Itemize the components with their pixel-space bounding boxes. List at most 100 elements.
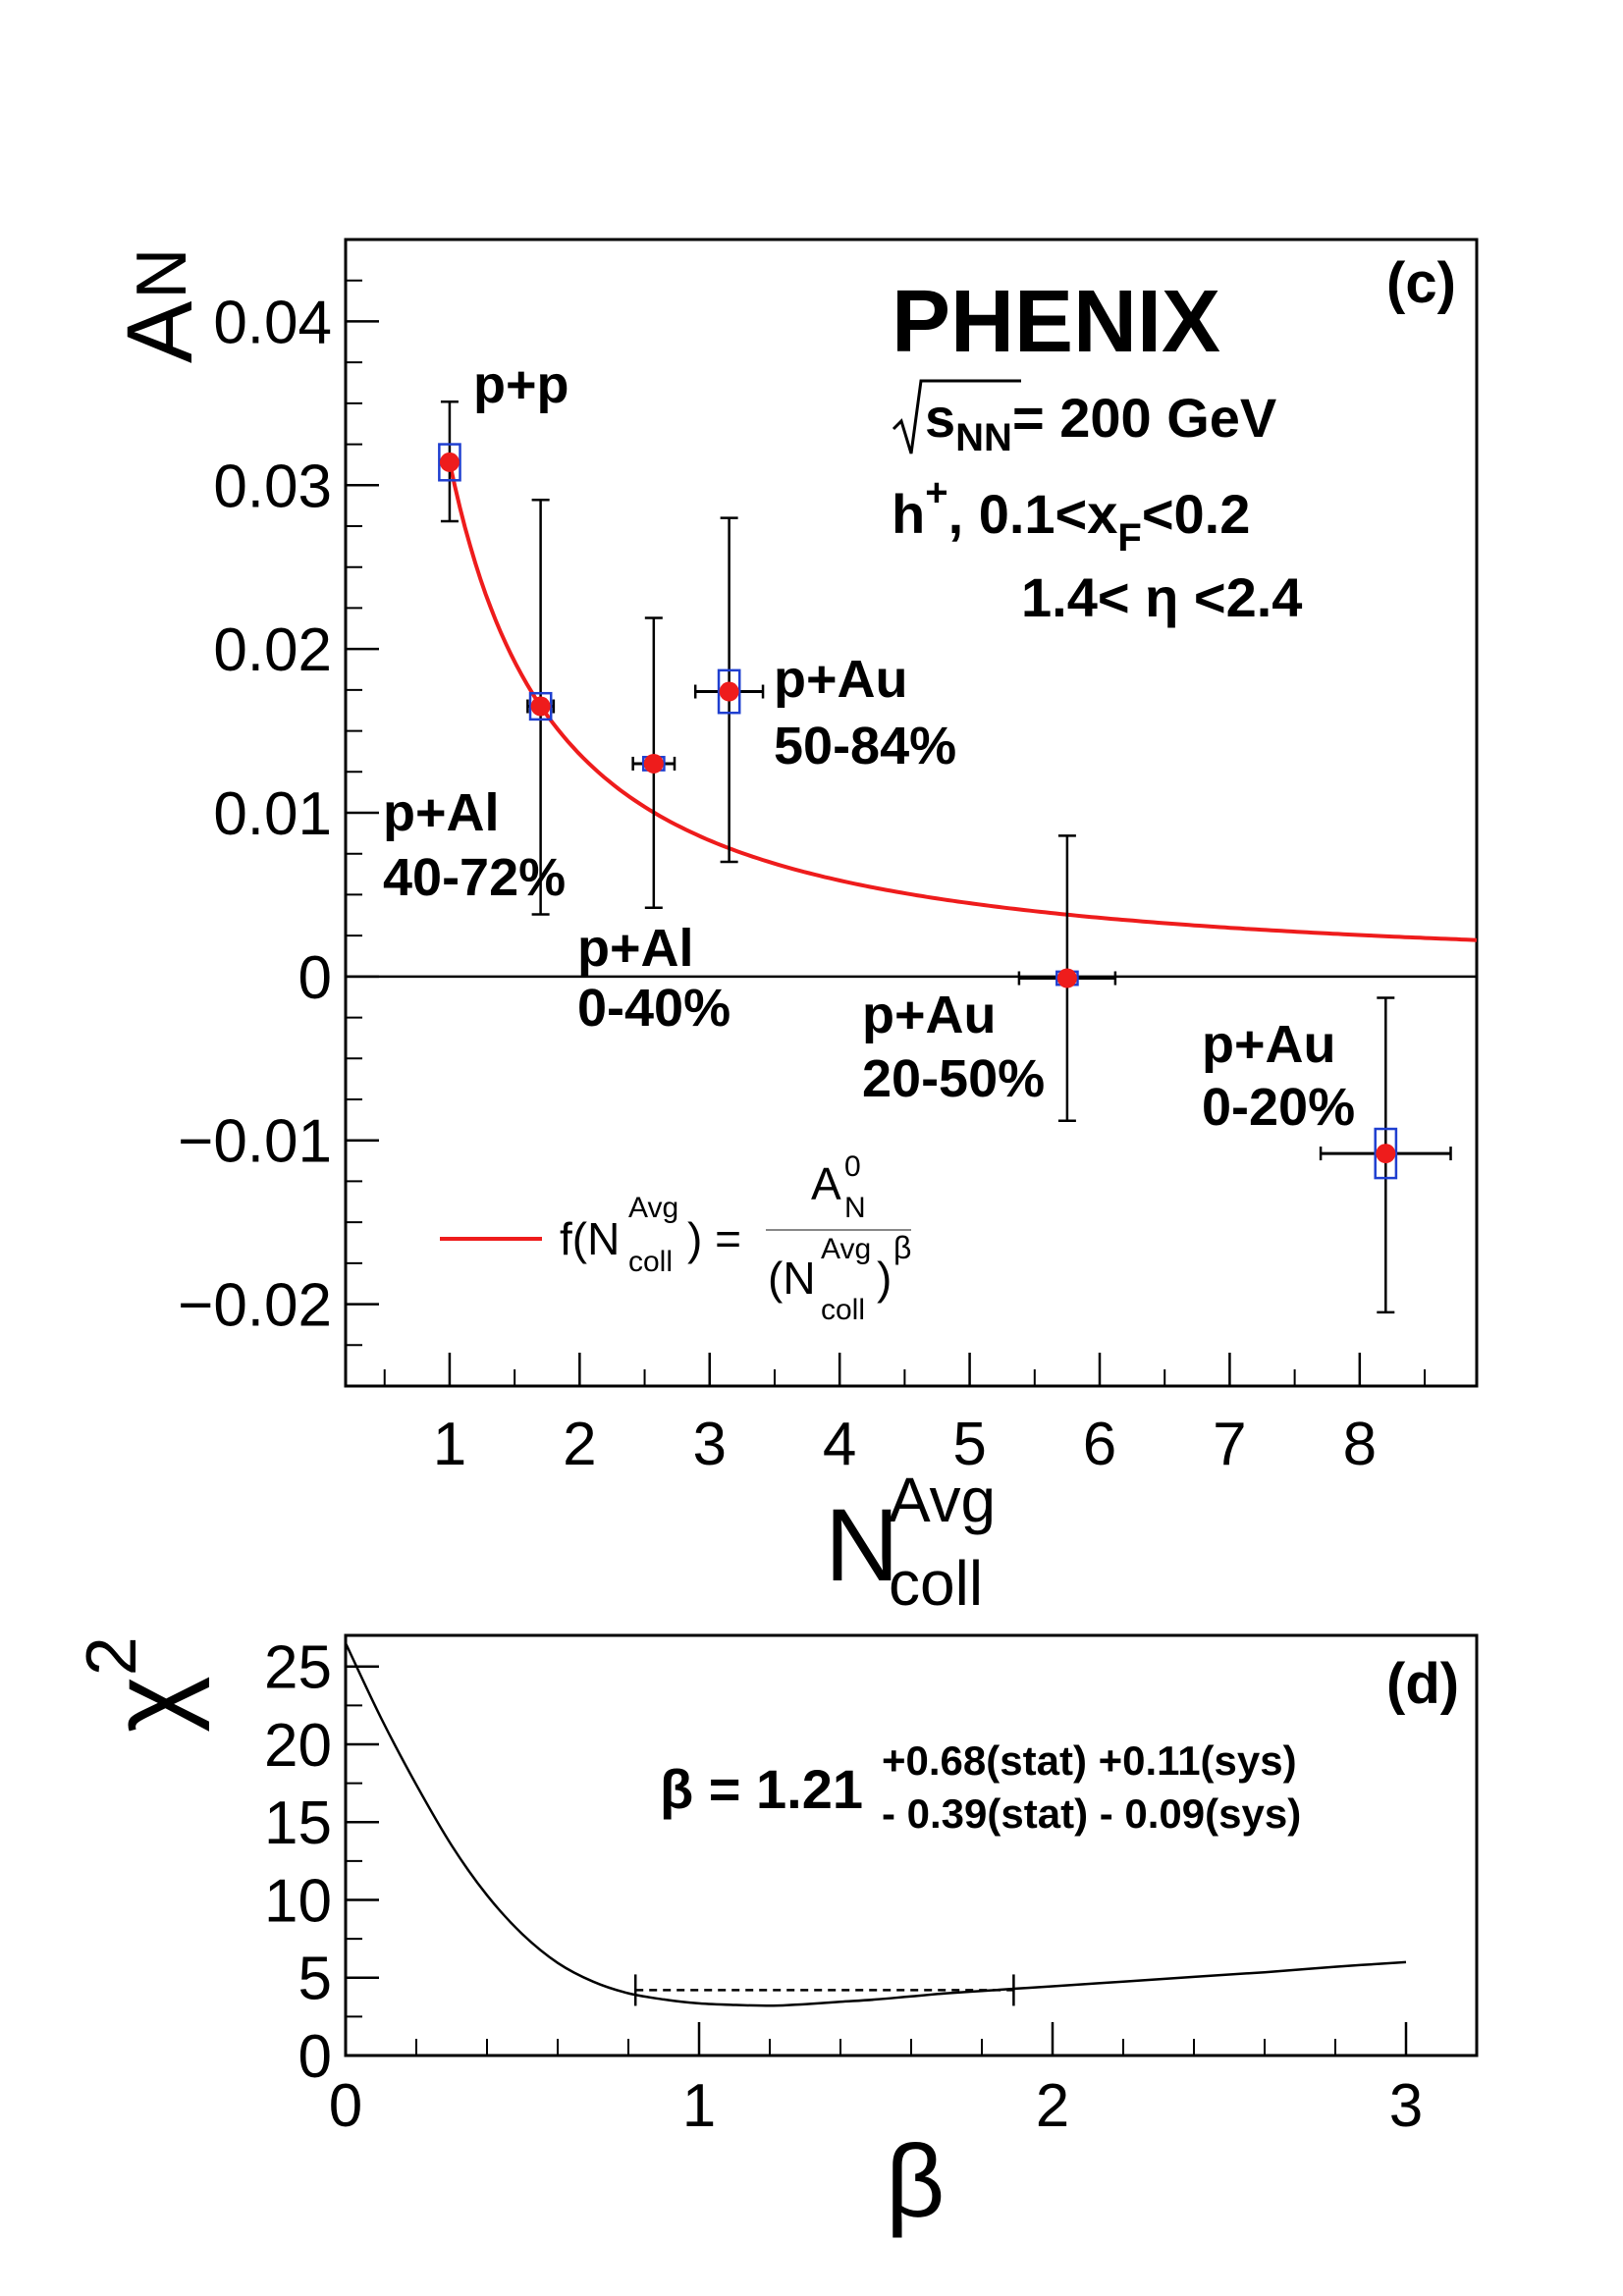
d-y-title-main: χ <box>89 1676 210 1733</box>
panel-c-ticks <box>346 239 1427 1387</box>
d-y-tick-label: 10 <box>264 1867 332 1935</box>
d-x-tick-labels: 0 1 2 3 <box>329 2072 1423 2140</box>
y-tick-label: 0.04 <box>213 289 332 356</box>
particle-label: h+, 0.1<xF<0.2 <box>892 471 1250 560</box>
x-tick-label: 3 <box>693 1411 727 1478</box>
x-tick-label: 5 <box>952 1411 986 1478</box>
y-axis-title-sub: N <box>123 248 201 299</box>
d-y-tick-label: 25 <box>264 1634 332 1702</box>
point-marker <box>1056 968 1077 988</box>
legend-f-prefix: f(N <box>560 1213 620 1264</box>
label-pal-periph-cent: 40-72% <box>383 848 566 907</box>
svg-text:sNN= 200 GeV: sNN= 200 GeV <box>925 387 1276 459</box>
energy-value: = 200 GeV <box>1012 387 1276 449</box>
d-y-tick-label: 5 <box>298 1946 332 2013</box>
svg-text:AN: AN <box>108 248 212 363</box>
y-tick-label: 0.02 <box>213 616 332 684</box>
x-axis-title-sup: Avg <box>889 1465 996 1535</box>
label-pau-periph: p+Au <box>774 650 908 709</box>
point-marker <box>719 681 739 702</box>
panel-d-frame <box>344 1633 1479 2057</box>
x-axis-title-c: N Avg coll <box>825 1465 996 1619</box>
point-marker <box>643 753 664 774</box>
x-tick-labels: 1 2 3 4 5 6 7 8 <box>433 1411 1377 1478</box>
label-pau-mid-cent: 20-50% <box>862 1049 1045 1108</box>
energy-sub: NN <box>955 416 1012 459</box>
data-point <box>526 499 556 916</box>
particle-rest: , 0.1<x <box>948 483 1118 545</box>
particle-sup: + <box>925 471 947 514</box>
svg-text:χ2: χ2 <box>73 1636 210 1733</box>
beta-result: β = 1.21 <box>660 1758 863 1820</box>
svg-text:h+, 0.1<xF<0.2: h+, 0.1<xF<0.2 <box>892 471 1250 560</box>
particle-h: h <box>892 483 925 545</box>
panel-label-c: (c) <box>1386 251 1456 315</box>
data-point <box>631 616 676 910</box>
label-pal-central: p+Al <box>577 919 694 978</box>
fit-curve <box>447 461 1478 942</box>
legend-den-sup: Avg <box>821 1233 871 1265</box>
beta-err-upper: +0.68(stat) +0.11(sys) <box>882 1737 1297 1784</box>
particle-sub: F <box>1117 516 1141 560</box>
d-y-tick-label: 15 <box>264 1789 332 1857</box>
particle-end: <0.2 <box>1142 483 1251 545</box>
legend: f(N Avg coll ) = A 0 N (N Avg coll ) β <box>440 1150 911 1326</box>
legend-den-power: β <box>893 1230 911 1265</box>
panel-d-ticks <box>344 1665 1408 2057</box>
x-axis-title-sub: coll <box>889 1548 983 1619</box>
beta-interval <box>633 1974 1015 2006</box>
experiment-label: PHENIX <box>892 273 1220 371</box>
y-axis-title-main: A <box>108 300 212 363</box>
chi2-curve <box>344 1642 1407 2007</box>
data-point <box>693 516 765 864</box>
d-y-title-sup: 2 <box>73 1636 151 1676</box>
data-point <box>1017 834 1117 1122</box>
point-marker <box>1376 1144 1396 1164</box>
legend-num-sup: 0 <box>844 1150 861 1183</box>
y-axis-title-c: AN <box>108 248 212 363</box>
y-tick-label: −0.02 <box>178 1272 332 1340</box>
d-y-tick-label: 20 <box>264 1712 332 1780</box>
x-tick-label: 6 <box>1083 1411 1116 1478</box>
energy-s: s <box>925 387 955 449</box>
d-x-tick-label: 2 <box>1036 2072 1069 2140</box>
x-tick-label: 1 <box>433 1411 466 1478</box>
sqrt-icon <box>892 379 1021 454</box>
point-marker <box>530 696 551 717</box>
y-tick-label: 0.03 <box>213 453 332 520</box>
d-x-tick-label: 1 <box>682 2072 716 2140</box>
panel-c: −0.02 −0.01 0 0.01 0.02 0.03 0.04 1 2 3 4 5 6 7 8 (c)… <box>108 238 1479 1619</box>
legend-f-sup: Avg <box>628 1192 678 1224</box>
d-y-tick-labels: 0 5 10 15 20 25 <box>264 1634 332 2091</box>
energy-label: sNN= 200 GeV <box>892 379 1276 459</box>
panel-label-d: (d) <box>1386 1652 1459 1716</box>
y-tick-label: −0.01 <box>178 1108 332 1176</box>
x-tick-label: 8 <box>1343 1411 1377 1478</box>
point-labels: p+p p+Al 40-72% p+Al 0-40% p+Au 50-84% p… <box>383 355 1355 1137</box>
y-axis-title-d: χ2 <box>73 1636 210 1733</box>
label-pp: p+p <box>473 355 569 414</box>
d-x-tick-label: 3 <box>1389 2072 1423 2140</box>
beta-err-lower: - 0.39(stat) - 0.09(sys) <box>882 1790 1301 1837</box>
legend-den-open: (N <box>768 1253 816 1304</box>
label-pau-periph-cent: 50-84% <box>774 717 956 775</box>
legend-den-sub: coll <box>821 1294 865 1326</box>
label-pal-central-cent: 0-40% <box>577 979 730 1038</box>
label-pau-central: p+Au <box>1202 1015 1336 1074</box>
x-tick-label: 2 <box>563 1411 596 1478</box>
legend-den-close: ) <box>877 1253 892 1304</box>
x-axis-title-d: β <box>886 2124 945 2239</box>
point-marker <box>439 452 460 472</box>
x-axis-title-main: N <box>825 1488 899 1603</box>
systematic-box <box>528 691 553 721</box>
legend-f-suffix: ) = <box>687 1213 741 1264</box>
y-tick-label: 0.01 <box>213 780 332 848</box>
eta-label: 1.4< η <2.4 <box>1021 566 1302 628</box>
d-x-tick-label: 0 <box>329 2072 362 2140</box>
data-points <box>438 400 1452 1314</box>
systematic-box <box>438 443 461 482</box>
label-pau-mid: p+Au <box>862 986 997 1044</box>
svg-text:f(N: f(N <box>560 1213 620 1264</box>
